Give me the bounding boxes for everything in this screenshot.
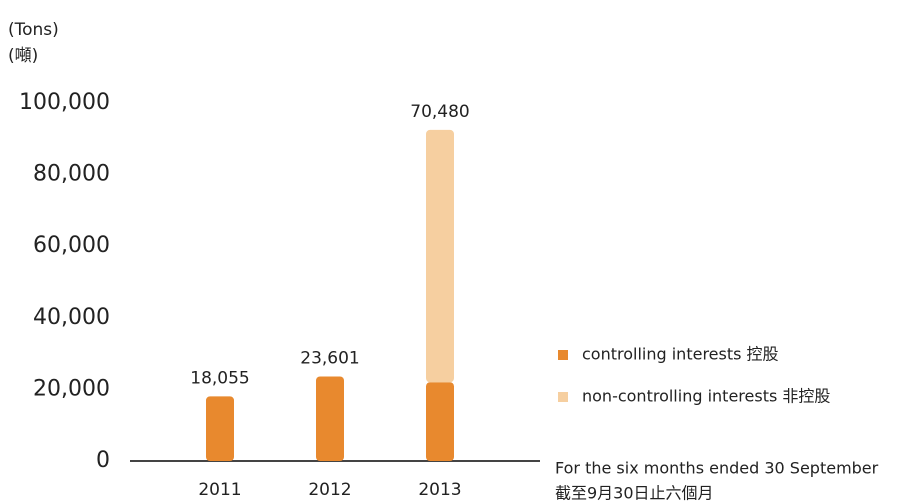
bar-segment — [426, 382, 454, 461]
unit-label: (Tons) — [8, 20, 59, 40]
legend-swatch — [558, 350, 568, 360]
footnote: 截至9月30日止六個月 — [555, 484, 714, 503]
y-tick-label: 20,000 — [33, 376, 110, 401]
legend-swatch — [558, 392, 568, 402]
y-tick-label: 60,000 — [33, 233, 110, 258]
y-tick-label: 80,000 — [33, 162, 110, 187]
legend-label: non-controlling interests 非控股 — [582, 387, 830, 406]
value-label: 70,480 — [410, 102, 469, 122]
y-tick-label: 40,000 — [33, 305, 110, 330]
value-label: 23,601 — [300, 349, 359, 369]
bar-segment — [206, 396, 234, 461]
x-tick-label: 2012 — [308, 480, 351, 500]
value-label: 18,055 — [190, 368, 249, 388]
unit-label-zh: (噸) — [8, 46, 38, 66]
y-tick-label: 0 — [96, 448, 110, 473]
bar-segment — [316, 376, 344, 461]
footnote: For the six months ended 30 September — [555, 459, 879, 478]
bar-segment — [426, 129, 454, 383]
legend-label: controlling interests 控股 — [582, 345, 779, 364]
x-tick-label: 2011 — [198, 480, 241, 500]
y-tick-label: 100,000 — [19, 90, 110, 115]
x-tick-label: 2013 — [418, 480, 461, 500]
